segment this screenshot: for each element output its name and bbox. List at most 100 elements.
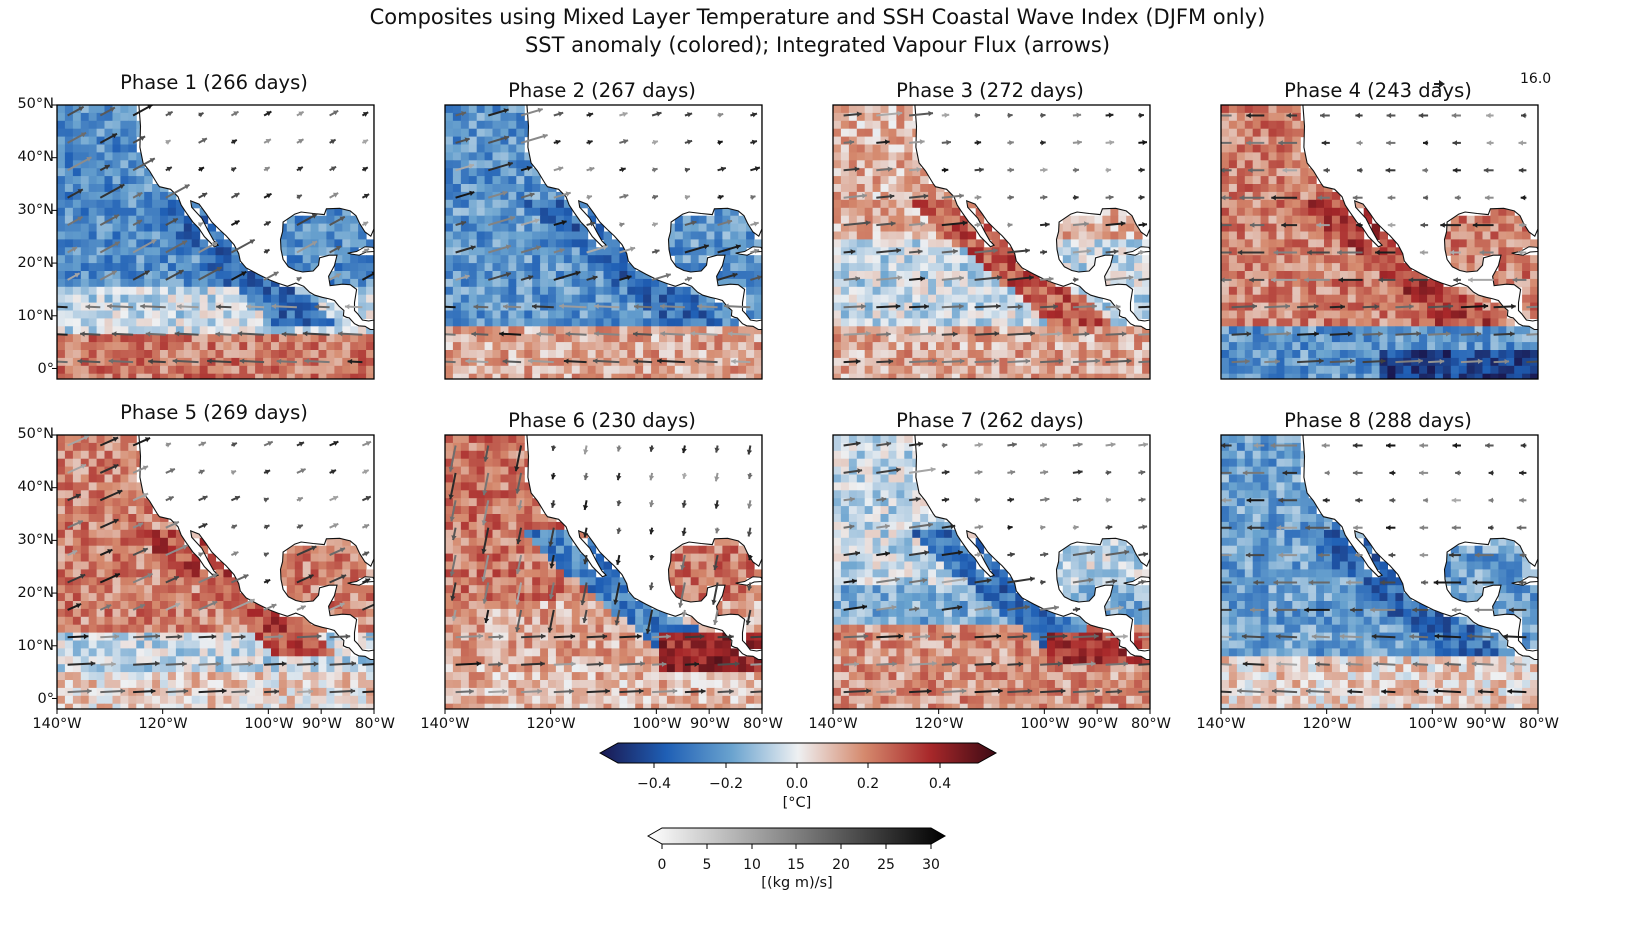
flux-arrow [362, 690, 374, 694]
flux-arrow [482, 582, 490, 604]
flux-arrow [1308, 579, 1330, 586]
flux-arrow [1488, 470, 1494, 476]
lon-label-120w: 120°W [138, 716, 188, 732]
flux-arrow [1362, 358, 1386, 364]
flux-arrow [1483, 167, 1494, 173]
flux-arrow [484, 609, 490, 624]
flux-arrow [1467, 633, 1494, 639]
flux-arrow [684, 688, 706, 694]
flux-arrow [1072, 248, 1092, 254]
flux-arrow [1138, 524, 1148, 530]
flux-arrow [594, 331, 620, 337]
flux-arrow [1419, 249, 1429, 256]
flux-arrow [714, 445, 720, 453]
flux-arrow [684, 194, 691, 201]
flux-arrow [264, 633, 284, 640]
flux-arrow [592, 358, 620, 364]
flux-arrow [488, 661, 503, 667]
flux-arrow [488, 244, 512, 254]
flux-arrow [1324, 470, 1330, 476]
flux-arrow [165, 166, 173, 172]
flux-arrow [230, 192, 240, 199]
flux-arrow [1389, 497, 1396, 503]
flux-arrow [1414, 689, 1429, 695]
flux-arrow [296, 468, 307, 474]
flux-arrow [165, 520, 180, 529]
flux-arrow [1320, 112, 1330, 119]
flux-arrow [296, 213, 318, 226]
flux-arrow [747, 554, 753, 561]
flux-arrow [329, 574, 347, 584]
flux-arrow [132, 465, 149, 474]
flux-arrow [553, 688, 574, 695]
flux-arrow [1510, 661, 1527, 667]
flux-arrow [712, 609, 719, 626]
flux-arrow [100, 688, 126, 694]
flux-arrow [941, 604, 963, 611]
flux-arrow [941, 550, 963, 557]
flux-arrow [176, 303, 199, 310]
flux-arrow [198, 137, 208, 144]
flux-arrow [1412, 661, 1429, 667]
flux-arrow [681, 472, 688, 479]
flux-arrow [237, 330, 265, 337]
flux-arrow [750, 248, 760, 254]
flux-arrow [132, 157, 156, 172]
flux-arrow [1105, 249, 1119, 255]
flux-arrow [1040, 112, 1046, 119]
flux-arrow [1375, 249, 1396, 256]
flux-arrow [649, 554, 655, 561]
flux-arrow [974, 497, 981, 503]
flux-arrow [1388, 552, 1396, 558]
lat-label-10n: 10°N [17, 638, 54, 654]
flux-arrow [1072, 469, 1083, 475]
flux-arrow [448, 472, 457, 500]
flux-arrow [230, 495, 241, 502]
flux-arrow [843, 688, 871, 694]
flux-arrow [711, 582, 719, 605]
flux-arrow [296, 240, 318, 254]
flux-arrow [1307, 249, 1330, 256]
flux-arrow [1485, 442, 1494, 449]
panel-frame [832, 104, 1151, 380]
flux-arrow [520, 165, 532, 172]
flux-arrow [1444, 661, 1461, 667]
flux-arrow [651, 139, 659, 146]
flux-arrow [580, 582, 588, 606]
flux-arrow [909, 688, 932, 694]
flux-arrow [1138, 551, 1149, 557]
flux-arrow [680, 554, 686, 571]
sst-colorbar-tick: −0.4 [637, 776, 671, 792]
flux-arrow [67, 131, 87, 144]
flux-arrow [586, 688, 610, 694]
flux-arrow [99, 183, 125, 199]
flux-arrow [1387, 222, 1396, 228]
flux-arrow [1386, 525, 1396, 531]
flux-arrow [488, 688, 508, 695]
flux-arrow [941, 331, 958, 337]
flux-arrow [1231, 303, 1258, 309]
flux-arrow [263, 138, 272, 144]
flux-arrow [684, 244, 710, 254]
flux-arrow [488, 135, 510, 144]
flux-arrow [329, 215, 346, 226]
flux-arrow [1007, 358, 1031, 364]
flux-arrow [1451, 525, 1461, 531]
flux-arrow [165, 634, 183, 640]
flux-arrow [909, 358, 938, 364]
flux-arrow [271, 303, 297, 309]
flux-arrow [619, 111, 628, 117]
flux-arrow [909, 110, 934, 117]
flux-arrow [909, 221, 926, 227]
flux-arrow [1138, 277, 1150, 281]
flux-arrow [165, 139, 172, 145]
flux-arrow [99, 436, 119, 447]
flux-arrow [659, 303, 685, 309]
flux-arrow [876, 358, 894, 365]
lat-label-40n: 40°N [17, 479, 54, 495]
lon-label-140w: 140°W [808, 716, 858, 732]
flux-arrow [690, 330, 718, 337]
flux-arrow [941, 688, 967, 694]
flux-arrow [57, 360, 68, 364]
flux-arrow [651, 249, 660, 255]
